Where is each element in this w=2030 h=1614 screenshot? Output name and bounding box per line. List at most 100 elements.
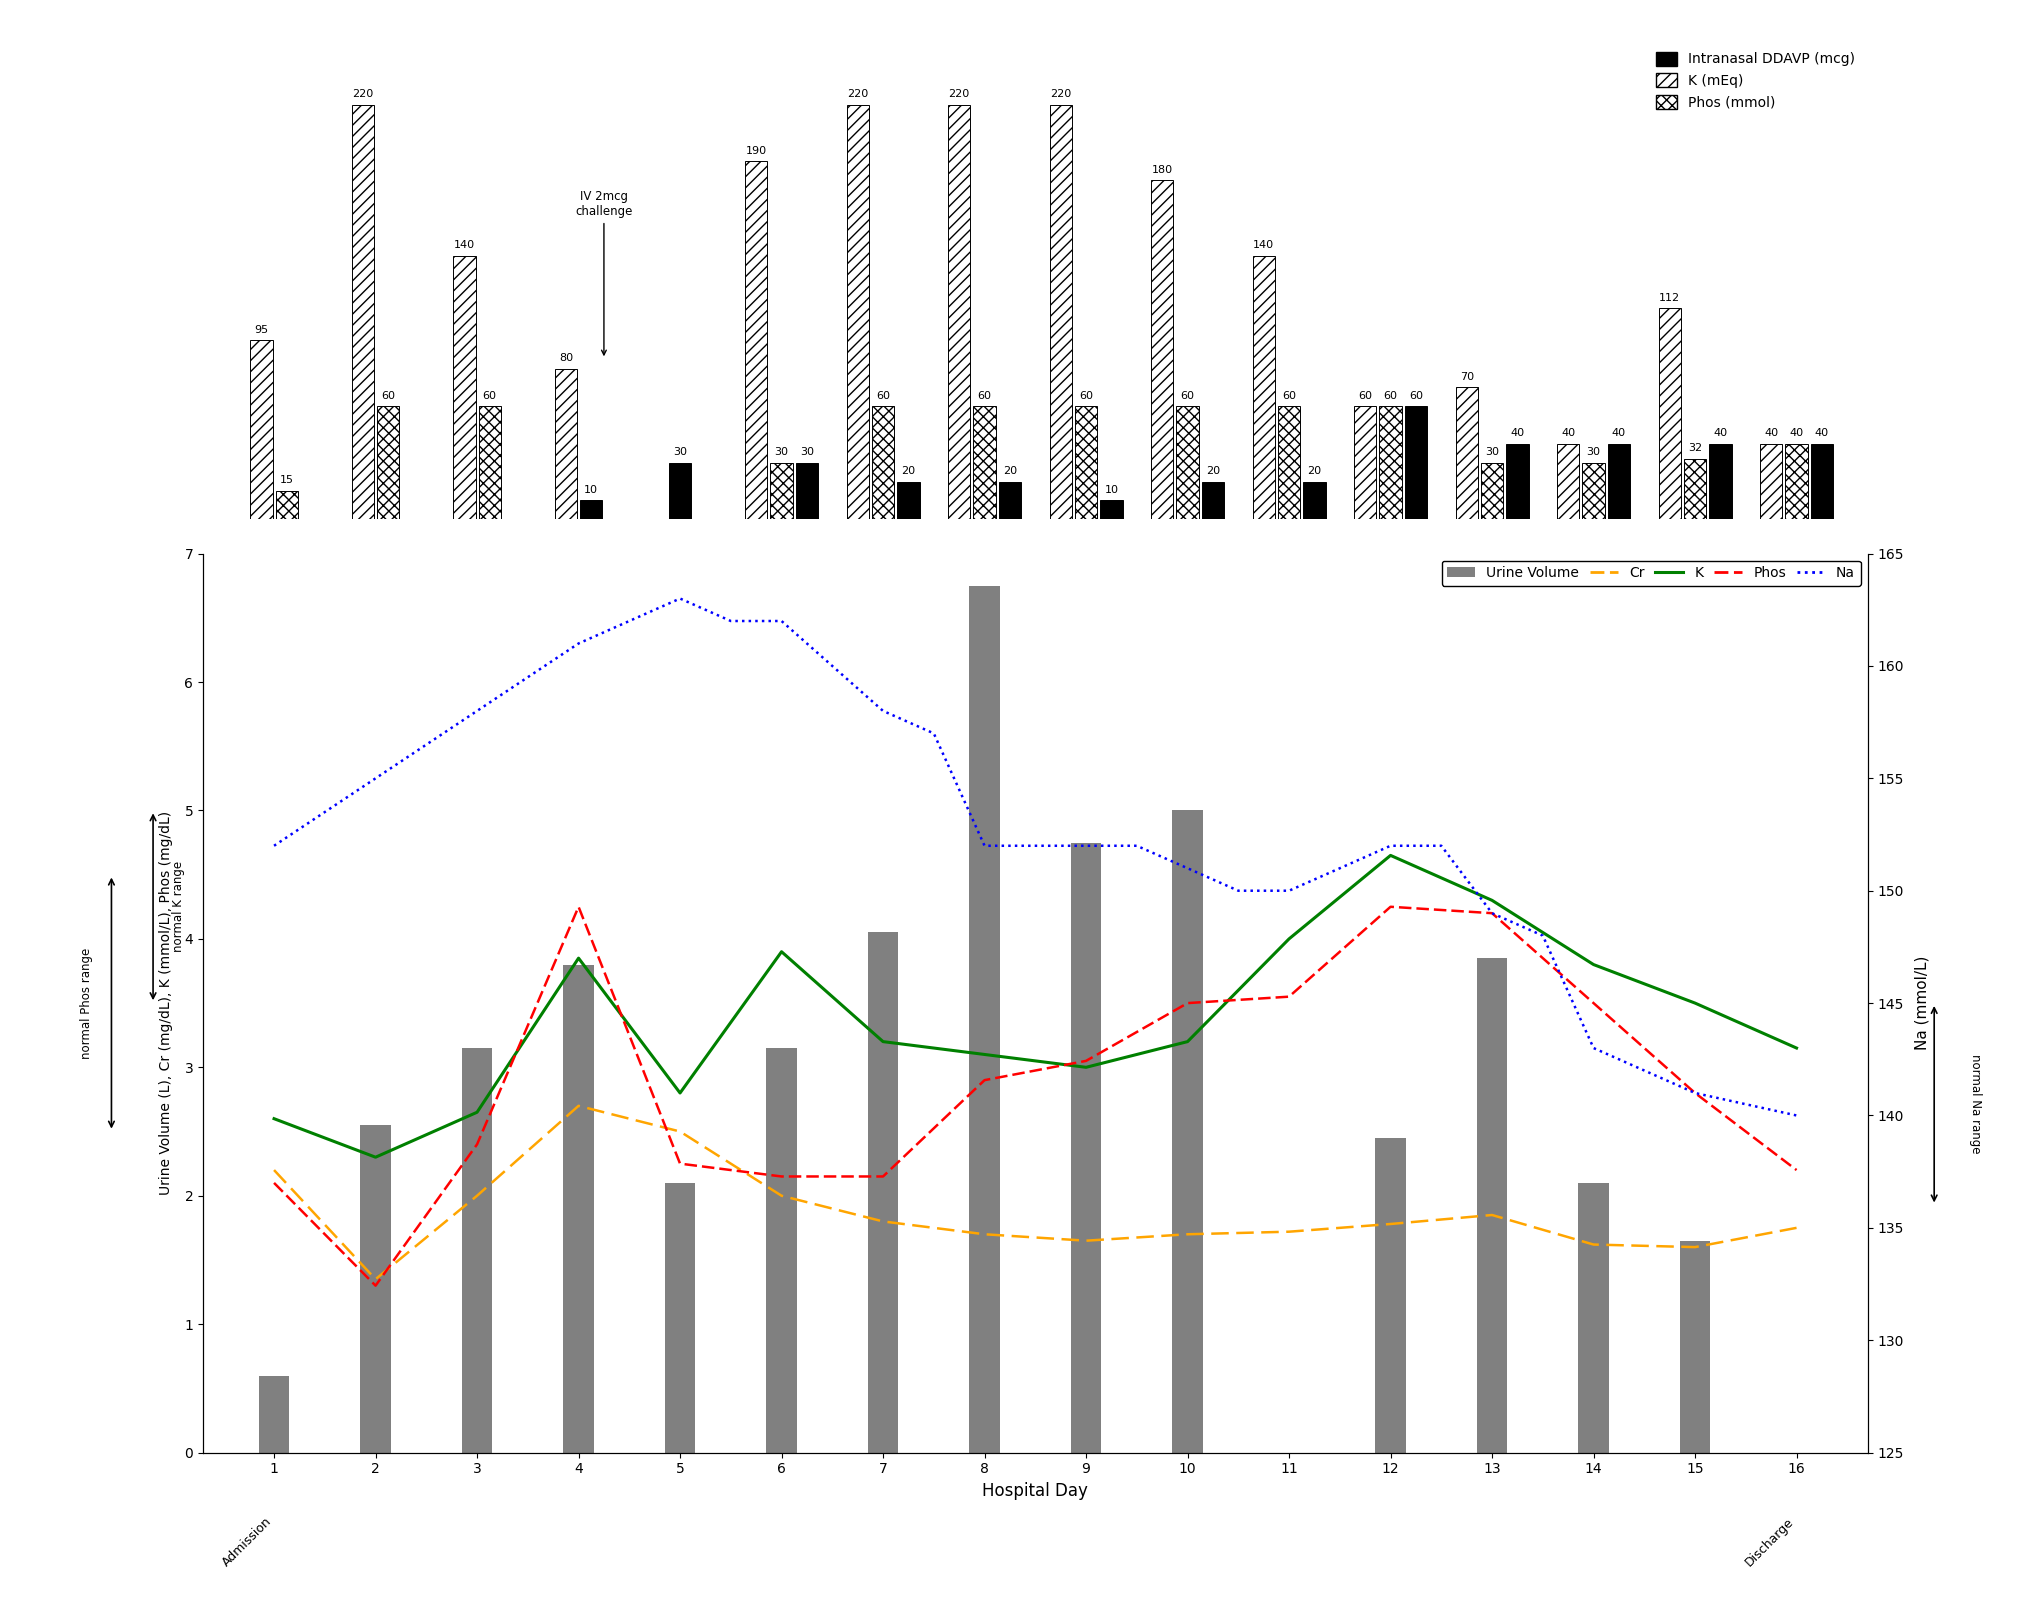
Text: Admission: Admission (219, 1516, 274, 1569)
Text: 220: 220 (1050, 89, 1072, 100)
Bar (564, 965, 595, 1453)
Bar (1681, 1241, 1709, 1453)
Bar (1076, 407, 1098, 520)
Text: 60: 60 (1358, 391, 1372, 400)
Text: 80: 80 (558, 353, 572, 363)
Text: 32: 32 (1689, 444, 1701, 454)
Y-axis label: Urine Volume (L), Cr (mg/dL), K (mmol/L), Phos (mg/dL): Urine Volume (L), Cr (mg/dL), K (mmol/L)… (158, 810, 173, 1194)
Bar (276, 491, 298, 520)
Text: 40: 40 (1510, 428, 1525, 439)
Text: normal Phos range: normal Phos range (79, 947, 93, 1059)
Bar (796, 463, 818, 520)
Text: 20: 20 (1307, 466, 1322, 476)
Bar (1760, 444, 1782, 520)
Legend: Intranasal DDAVP (mcg), K (mEq), Phos (mmol): Intranasal DDAVP (mcg), K (mEq), Phos (m… (1650, 45, 1862, 115)
Text: 20: 20 (1003, 466, 1017, 476)
Text: 40: 40 (1815, 428, 1829, 439)
Bar (1202, 481, 1224, 520)
Bar (1151, 181, 1173, 520)
Text: 40: 40 (1612, 428, 1626, 439)
Text: 30: 30 (800, 447, 814, 457)
Text: 60: 60 (978, 391, 991, 400)
Text: 140: 140 (1253, 240, 1275, 250)
Bar (250, 341, 272, 520)
Bar (670, 463, 690, 520)
Bar (974, 407, 995, 520)
Bar (1405, 407, 1427, 520)
Text: 30: 30 (775, 447, 788, 457)
Bar (999, 481, 1021, 520)
Text: 15: 15 (280, 476, 294, 486)
Text: 180: 180 (1151, 165, 1173, 174)
Text: 190: 190 (745, 145, 767, 157)
Bar (1253, 255, 1275, 520)
Bar (666, 1183, 694, 1453)
Text: 112: 112 (1659, 292, 1681, 303)
Bar (1786, 444, 1807, 520)
Bar (1050, 105, 1072, 520)
Text: 70: 70 (1460, 371, 1474, 383)
Bar (1583, 463, 1606, 520)
Bar (351, 105, 374, 520)
Bar (1482, 463, 1504, 520)
Bar (1456, 387, 1478, 520)
X-axis label: Hospital Day: Hospital Day (983, 1482, 1088, 1499)
Text: 10: 10 (585, 484, 599, 495)
Bar (258, 1375, 288, 1453)
Bar (554, 368, 577, 520)
Bar (1608, 444, 1630, 520)
Bar (1376, 1138, 1405, 1453)
Text: 60: 60 (382, 391, 396, 400)
Legend: Urine Volume, Cr, K, Phos, Na: Urine Volume, Cr, K, Phos, Na (1441, 560, 1862, 586)
Text: 220: 220 (948, 89, 970, 100)
Text: normal K range: normal K range (171, 862, 185, 952)
Bar (1380, 407, 1403, 520)
Bar (847, 105, 869, 520)
Text: 60: 60 (1409, 391, 1423, 400)
Text: IV 2mcg
challenge: IV 2mcg challenge (574, 190, 633, 355)
Bar (378, 407, 400, 520)
Text: 95: 95 (254, 324, 268, 334)
Text: 30: 30 (1486, 447, 1498, 457)
Text: 30: 30 (1587, 447, 1600, 457)
Text: 60: 60 (1384, 391, 1397, 400)
Bar (1354, 407, 1376, 520)
Bar (1659, 308, 1681, 520)
Bar (1506, 444, 1529, 520)
Bar (1303, 481, 1326, 520)
Bar (463, 1047, 491, 1453)
Bar (745, 161, 767, 520)
Bar (869, 933, 897, 1453)
Bar (1579, 1183, 1608, 1453)
Bar (1100, 500, 1123, 520)
Bar (479, 407, 501, 520)
Text: 20: 20 (1206, 466, 1220, 476)
Text: 60: 60 (1283, 391, 1295, 400)
Text: 10: 10 (1104, 484, 1119, 495)
Bar (1811, 444, 1833, 520)
Y-axis label: Na (mmol/L): Na (mmol/L) (1914, 955, 1931, 1051)
Bar (1173, 810, 1202, 1453)
Bar (361, 1125, 390, 1453)
Text: 60: 60 (1181, 391, 1194, 400)
Bar (1476, 959, 1506, 1453)
Bar (970, 586, 999, 1453)
Bar (948, 105, 970, 520)
Bar (1685, 458, 1707, 520)
Text: 40: 40 (1790, 428, 1803, 439)
Bar (873, 407, 893, 520)
Text: 60: 60 (483, 391, 497, 400)
Text: 220: 220 (353, 89, 374, 100)
Text: 60: 60 (877, 391, 889, 400)
Bar (897, 481, 920, 520)
Text: Discharge: Discharge (1744, 1516, 1797, 1569)
Text: 30: 30 (674, 447, 686, 457)
Text: 60: 60 (1080, 391, 1092, 400)
Bar (1279, 407, 1301, 520)
Bar (1557, 444, 1579, 520)
Text: 220: 220 (847, 89, 869, 100)
Text: normal Na range: normal Na range (1969, 1054, 1983, 1154)
Bar (767, 1047, 796, 1453)
Bar (1177, 407, 1200, 520)
Text: 20: 20 (901, 466, 916, 476)
